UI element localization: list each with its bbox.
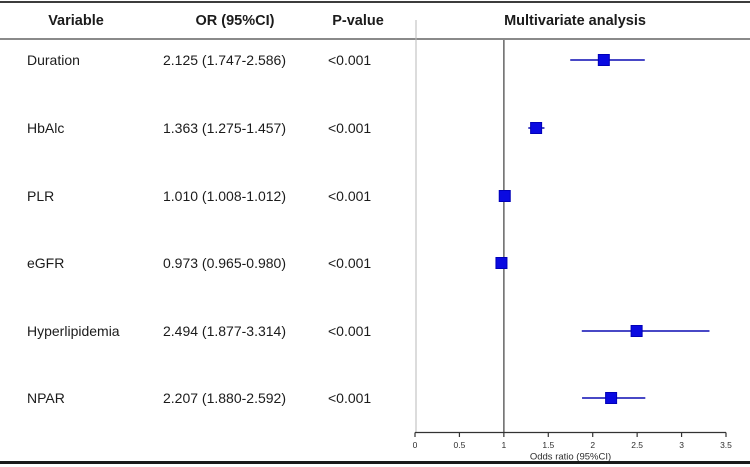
- x-tick-label: 2.5: [631, 440, 643, 450]
- or-marker: [495, 257, 508, 269]
- or-marker: [605, 392, 618, 404]
- variable-label: PLR: [27, 188, 55, 204]
- or-ci-value: 2.494 (1.877-3.314): [163, 323, 286, 339]
- variable-label: HbAlc: [27, 120, 65, 136]
- variable-label: Hyperlipidemia: [27, 323, 120, 339]
- or-marker: [498, 190, 511, 202]
- x-tick-label: 1.5: [542, 440, 554, 450]
- x-tick-label: 3.5: [720, 440, 732, 450]
- p-value: <0.001: [328, 255, 372, 271]
- or-marker: [597, 54, 610, 66]
- variable-label: eGFR: [27, 255, 65, 271]
- variable-label: NPAR: [27, 390, 65, 406]
- x-tick-label: 3: [679, 440, 684, 450]
- x-tick-label: 0.5: [454, 440, 466, 450]
- or-ci-value: 2.207 (1.880-2.592): [163, 390, 286, 406]
- p-value: <0.001: [328, 323, 372, 339]
- bottom-border-line: [0, 461, 750, 464]
- or-ci-value: 0.973 (0.965-0.980): [163, 255, 286, 271]
- table-row: PLR 1.010 (1.008-1.012) <0.001: [0, 187, 417, 205]
- column-header-or-ci: OR (95%CI): [195, 13, 275, 29]
- table-row: NPAR 2.207 (1.880-2.592) <0.001: [0, 389, 417, 407]
- table-row: Hyperlipidemia 2.494 (1.877-3.314) <0.00…: [0, 322, 417, 340]
- header-separator-line: [0, 38, 750, 40]
- x-tick-label: 1: [501, 440, 506, 450]
- or-marker: [630, 325, 643, 337]
- table-row: HbAlc 1.363 (1.275-1.457) <0.001: [0, 119, 417, 137]
- plot-title: Multivariate analysis: [504, 13, 646, 29]
- or-ci-value: 1.010 (1.008-1.012): [163, 188, 286, 204]
- table-row: Duration 2.125 (1.747-2.586) <0.001: [0, 51, 417, 69]
- or-marker: [530, 122, 543, 134]
- or-ci-value: 2.125 (1.747-2.586): [163, 52, 286, 68]
- top-border-line: [0, 1, 750, 3]
- p-value: <0.001: [328, 52, 372, 68]
- p-value: <0.001: [328, 188, 372, 204]
- x-axis-title: Odds ratio (95%CI): [530, 452, 611, 463]
- x-tick-label: 2: [590, 440, 595, 450]
- or-ci-value: 1.363 (1.275-1.457): [163, 120, 286, 136]
- variable-label: Duration: [27, 52, 80, 68]
- p-value: <0.001: [328, 390, 372, 406]
- column-header-p-value: P-value: [332, 13, 384, 29]
- x-tick-label: 0: [413, 440, 418, 450]
- column-header-variable: Variable: [48, 13, 104, 29]
- table-row: eGFR 0.973 (0.965-0.980) <0.001: [0, 254, 417, 272]
- p-value: <0.001: [328, 120, 372, 136]
